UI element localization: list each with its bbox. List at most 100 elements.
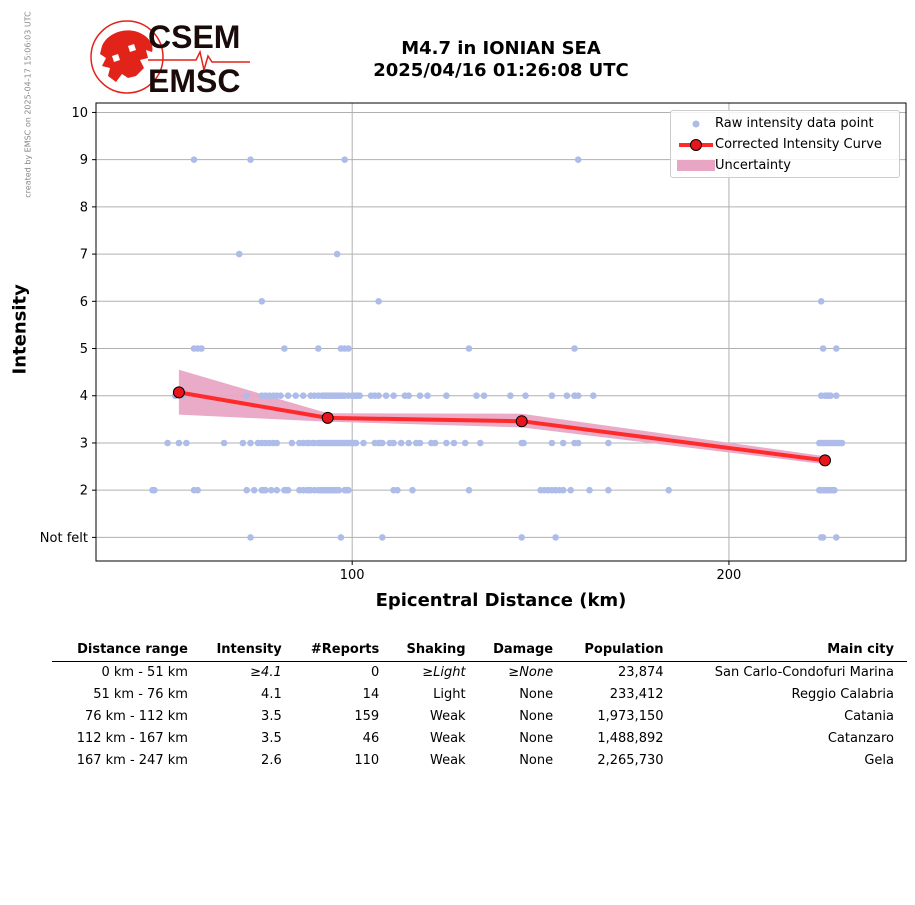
raw-data-point	[833, 392, 840, 400]
raw-data-point	[574, 392, 582, 400]
cell-population: 233,412	[609, 687, 664, 702]
raw-data-point	[315, 345, 322, 352]
cell-range: 112 km - 167 km	[76, 731, 188, 746]
raw-data-point	[394, 486, 401, 494]
cell-population: 1,488,892	[597, 731, 664, 746]
raw-data-point	[397, 439, 405, 447]
raw-data-point	[574, 156, 582, 163]
raw-data-point	[833, 534, 840, 541]
raw-data-point	[164, 439, 171, 447]
raw-data-point	[262, 486, 269, 494]
raw-data-point	[831, 486, 838, 494]
y-tick-label: 4	[80, 389, 88, 404]
raw-data-point	[243, 392, 250, 400]
raw-points-layer	[149, 156, 846, 541]
y-tick-label: 10	[71, 106, 88, 121]
cell-shaking: Light	[433, 687, 466, 702]
raw-data-point	[590, 392, 597, 400]
raw-data-point	[461, 439, 469, 447]
y-axis-label: Intensity	[9, 284, 31, 375]
y-tick-label: 6	[80, 295, 88, 310]
header-damage: Damage	[478, 640, 567, 662]
raw-data-point	[473, 392, 480, 400]
raw-data-point	[151, 486, 158, 494]
raw-data-point	[838, 439, 846, 447]
raw-data-point	[360, 439, 367, 447]
raw-data-point	[548, 392, 556, 400]
raw-data-point	[379, 534, 386, 541]
cell-city: Catanzaro	[827, 731, 894, 746]
raw-data-point	[375, 298, 382, 305]
cell-reports: 159	[354, 709, 380, 724]
legend-item-raw: Raw intensity data point	[671, 115, 899, 133]
cell-damage: None	[519, 753, 554, 768]
cell-city: Gela	[864, 753, 894, 768]
raw-data-point	[356, 392, 364, 400]
raw-data-point	[337, 534, 345, 541]
raw-data-point	[390, 439, 397, 447]
header-intensity: Intensity	[200, 640, 295, 662]
raw-data-point	[220, 439, 228, 447]
raw-data-point	[574, 439, 582, 447]
y-tick-label: 2	[80, 484, 88, 499]
raw-data-point	[567, 486, 574, 494]
raw-data-point	[247, 534, 254, 541]
header-population: Population	[566, 640, 677, 662]
curve-marker	[515, 415, 528, 428]
cell-population: 23,874	[618, 665, 664, 680]
legend-item-uncertainty: Uncertainty	[671, 157, 899, 175]
axis-ticks: Not felt 2 3 4 5 6 7 8 9 10 100 200	[40, 106, 742, 583]
curve-layer	[172, 386, 831, 467]
raw-data-point	[333, 250, 341, 258]
curve-marker	[321, 411, 334, 424]
raw-data-point	[352, 439, 360, 447]
raw-data-point	[175, 439, 183, 447]
raw-data-point	[559, 486, 567, 494]
legend-item-curve: Corrected Intensity Curve	[671, 136, 899, 154]
raw-data-point	[281, 345, 288, 352]
raw-data-point	[375, 392, 382, 400]
raw-data-point	[390, 392, 397, 400]
raw-data-point	[247, 156, 254, 163]
cell-shaking: Weak	[430, 731, 466, 746]
raw-data-point	[552, 534, 559, 541]
legend-uncertainty-patch	[677, 160, 715, 171]
raw-data-point	[382, 392, 390, 400]
cell-reports: 0	[370, 665, 380, 680]
raw-data-point	[299, 392, 307, 400]
raw-data-point	[183, 439, 190, 447]
raw-data-point	[605, 486, 612, 494]
cell-intensity: 3.5	[261, 731, 282, 746]
raw-data-point	[345, 345, 352, 352]
cell-range: 76 km - 112 km	[84, 709, 188, 724]
uncertainty-band	[178, 369, 825, 465]
table-row: 51 km - 76 km 4.1 14 Light None 233,412 …	[52, 684, 907, 706]
cell-city: San Carlo-Condofuri Marina	[714, 665, 894, 680]
raw-data-point	[520, 439, 527, 447]
cell-damage: None	[519, 731, 554, 746]
raw-data-point	[273, 439, 281, 447]
raw-data-point	[409, 486, 416, 494]
cell-range: 167 km - 247 km	[76, 753, 188, 768]
raw-data-point	[450, 439, 458, 447]
csem-emsc-logo: CSEM EMSC	[88, 16, 258, 99]
raw-data-point	[277, 392, 284, 400]
raw-data-point	[292, 392, 300, 400]
cell-reports: 110	[354, 753, 380, 768]
raw-data-point	[605, 439, 612, 447]
raw-data-point	[465, 486, 473, 494]
raw-data-point	[284, 486, 292, 494]
cell-intensity: 4.1	[261, 687, 282, 702]
raw-data-point	[819, 534, 827, 541]
legend-uncertainty-label: Uncertainty	[715, 158, 791, 173]
legend-raw-label: Raw intensity data point	[715, 116, 874, 131]
raw-data-point	[827, 392, 834, 400]
raw-data-point	[819, 345, 827, 352]
distance-summary-table: Distance range Intensity #Reports Shakin…	[52, 640, 907, 772]
raw-data-point	[198, 345, 205, 352]
curve-marker	[819, 454, 831, 467]
raw-data-point	[235, 250, 243, 258]
raw-data-point	[273, 486, 281, 494]
raw-data-point	[341, 156, 349, 163]
raw-data-point	[250, 486, 258, 494]
